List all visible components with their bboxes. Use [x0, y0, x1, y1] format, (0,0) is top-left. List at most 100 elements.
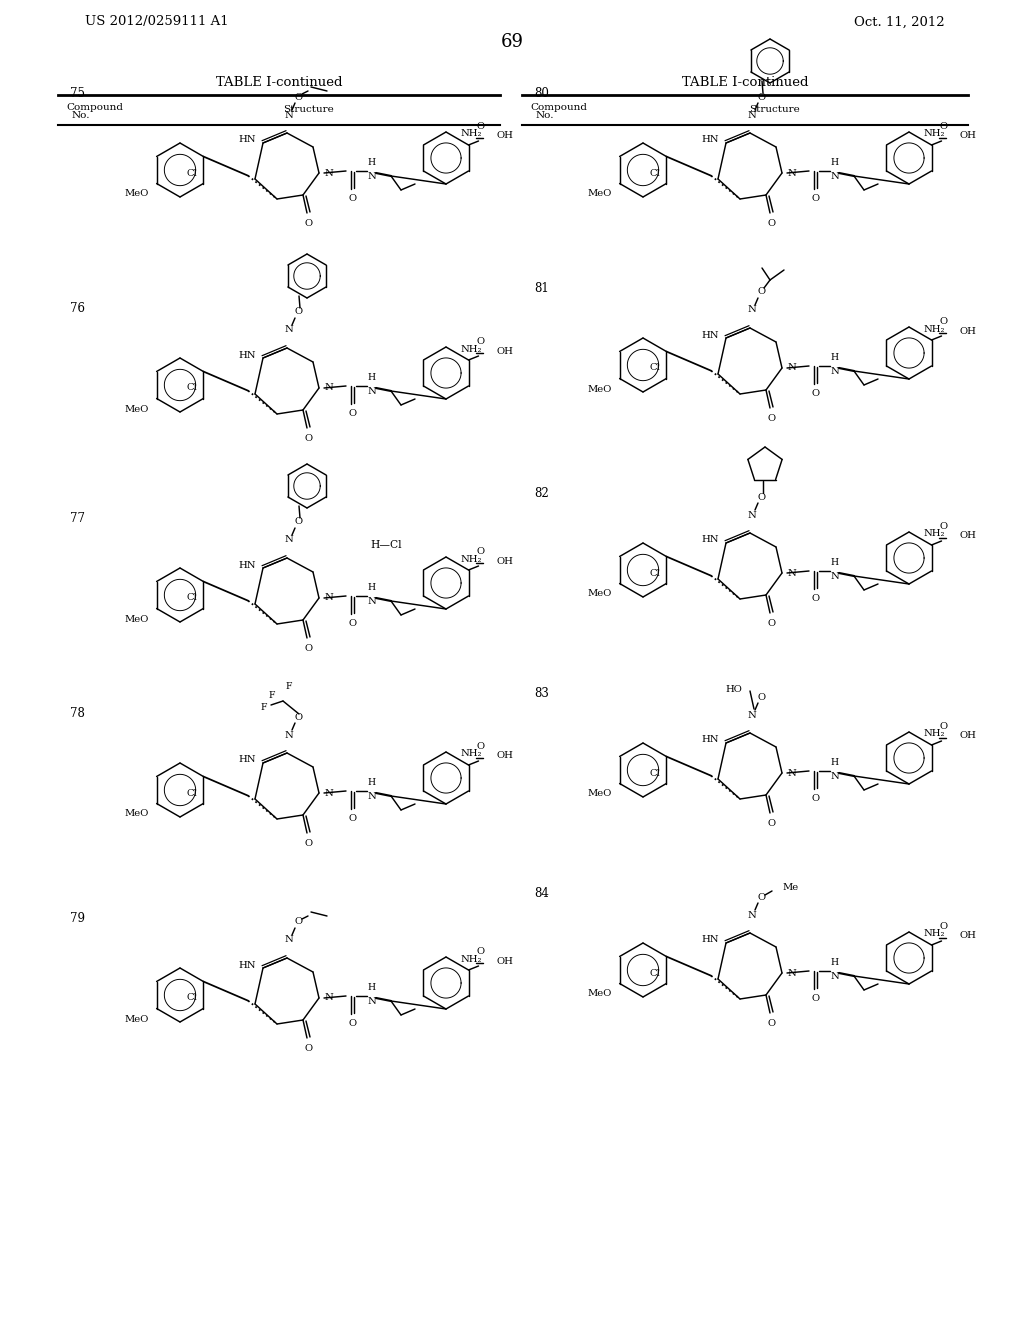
Text: OH: OH — [959, 532, 977, 540]
Text: OH: OH — [959, 932, 977, 940]
Text: Cl: Cl — [186, 594, 198, 602]
Text: O: O — [295, 517, 303, 527]
Text: Cl: Cl — [186, 384, 198, 392]
Text: 76: 76 — [70, 302, 85, 315]
Text: O: O — [476, 546, 484, 556]
Text: N: N — [787, 969, 796, 978]
Text: O: O — [768, 1019, 776, 1028]
Text: HN: HN — [701, 536, 719, 544]
Text: N: N — [324, 169, 333, 177]
Text: O: O — [305, 644, 313, 653]
Text: MeO: MeO — [587, 789, 611, 799]
Text: H: H — [830, 352, 839, 362]
Text: O: O — [295, 308, 303, 317]
Text: HN: HN — [701, 936, 719, 945]
Text: O: O — [349, 1019, 357, 1028]
Text: Cl: Cl — [649, 363, 660, 372]
Text: HN: HN — [239, 561, 256, 569]
Text: NH₂: NH₂ — [460, 750, 481, 759]
Text: MeO: MeO — [587, 190, 611, 198]
Text: Cl: Cl — [186, 994, 198, 1002]
Text: O: O — [812, 194, 820, 203]
Text: MeO: MeO — [124, 615, 148, 623]
Text: Compound: Compound — [66, 103, 123, 112]
Text: US 2012/0259111 A1: US 2012/0259111 A1 — [85, 16, 228, 29]
Text: N: N — [830, 572, 840, 581]
Text: 78: 78 — [70, 708, 85, 719]
Text: N: N — [830, 367, 840, 376]
Text: O: O — [305, 840, 313, 847]
Text: Cl: Cl — [186, 169, 198, 177]
Text: HN: HN — [239, 351, 256, 359]
Text: Cl: Cl — [649, 768, 660, 777]
Text: N: N — [748, 511, 757, 520]
Text: O: O — [476, 121, 484, 131]
Text: NH₂: NH₂ — [923, 730, 944, 738]
Text: OH: OH — [497, 557, 513, 565]
Text: OH: OH — [959, 731, 977, 741]
Text: NH₂: NH₂ — [923, 325, 944, 334]
Text: 81: 81 — [534, 282, 549, 294]
Text: O: O — [758, 288, 766, 297]
Text: O: O — [476, 337, 484, 346]
Text: O: O — [295, 713, 303, 722]
Text: 69: 69 — [501, 33, 523, 51]
Text: N: N — [324, 994, 333, 1002]
Text: N: N — [285, 936, 293, 945]
Text: N: N — [830, 772, 840, 781]
Text: N: N — [830, 172, 840, 181]
Text: F: F — [260, 702, 267, 711]
Text: N: N — [748, 111, 757, 120]
Text: N: N — [285, 111, 293, 120]
Text: 84: 84 — [534, 887, 549, 900]
Text: NH₂: NH₂ — [460, 954, 481, 964]
Text: OH: OH — [497, 346, 513, 355]
Text: Oct. 11, 2012: Oct. 11, 2012 — [854, 16, 945, 29]
Text: H: H — [830, 158, 839, 168]
Text: O: O — [349, 814, 357, 822]
Text: O: O — [768, 818, 776, 828]
Text: NH₂: NH₂ — [460, 345, 481, 354]
Text: N: N — [368, 172, 377, 181]
Text: Compound: Compound — [530, 103, 587, 112]
Text: Cl: Cl — [186, 788, 198, 797]
Text: O: O — [295, 92, 303, 102]
Text: MeO: MeO — [587, 990, 611, 998]
Text: Cl: Cl — [649, 169, 660, 177]
Text: N: N — [787, 169, 796, 177]
Text: OH: OH — [497, 132, 513, 140]
Text: O: O — [812, 389, 820, 399]
Text: H—Cl: H—Cl — [370, 540, 401, 550]
Text: HO: HO — [725, 685, 742, 693]
Text: O: O — [349, 619, 357, 628]
Text: HN: HN — [239, 136, 256, 144]
Text: N: N — [748, 710, 757, 719]
Text: N: N — [748, 911, 757, 920]
Text: Me: Me — [782, 883, 799, 891]
Text: MeO: MeO — [124, 1015, 148, 1023]
Text: N: N — [285, 730, 293, 739]
Text: O: O — [812, 994, 820, 1003]
Text: H: H — [368, 583, 376, 591]
Text: O: O — [349, 409, 357, 418]
Text: OH: OH — [497, 957, 513, 965]
Text: H: H — [830, 758, 839, 767]
Text: N: N — [324, 594, 333, 602]
Text: TABLE I-continued: TABLE I-continued — [682, 77, 808, 90]
Text: O: O — [476, 742, 484, 751]
Text: O: O — [305, 1044, 313, 1053]
Text: MeO: MeO — [124, 190, 148, 198]
Text: N: N — [787, 768, 796, 777]
Text: O: O — [758, 892, 766, 902]
Text: O: O — [939, 722, 947, 731]
Text: O: O — [305, 434, 313, 444]
Text: N: N — [368, 792, 377, 801]
Text: No.: No. — [72, 111, 90, 120]
Text: F: F — [285, 682, 292, 690]
Text: MeO: MeO — [124, 809, 148, 818]
Text: H: H — [830, 958, 839, 968]
Text: H: H — [830, 558, 839, 568]
Text: Cl: Cl — [649, 969, 660, 978]
Text: F: F — [268, 690, 275, 700]
Text: Cl: Cl — [649, 569, 660, 578]
